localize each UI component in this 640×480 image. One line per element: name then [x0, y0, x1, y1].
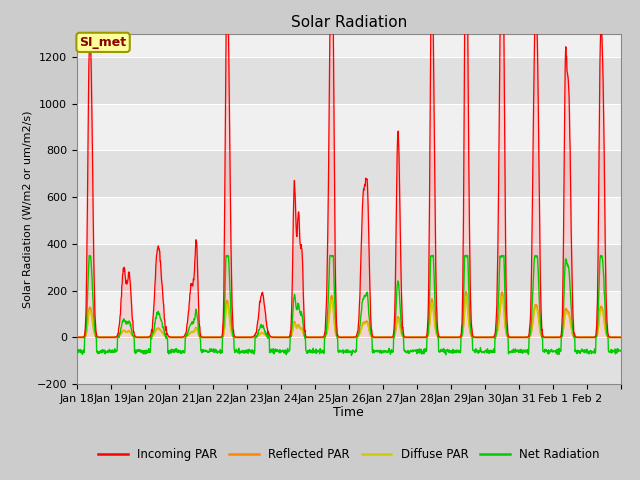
- Legend: Incoming PAR, Reflected PAR, Diffuse PAR, Net Radiation: Incoming PAR, Reflected PAR, Diffuse PAR…: [93, 443, 604, 466]
- Bar: [77, 57, 621, 104]
- Y-axis label: Solar Radiation (W/m2 or um/m2/s): Solar Radiation (W/m2 or um/m2/s): [22, 110, 33, 308]
- Bar: [77, 290, 621, 337]
- Title: Solar Radiation: Solar Radiation: [291, 15, 407, 30]
- X-axis label: Time: Time: [333, 407, 364, 420]
- Bar: [77, 150, 621, 197]
- Bar: [77, 244, 621, 290]
- Bar: [77, 104, 621, 150]
- Bar: [77, 197, 621, 244]
- Bar: [77, 337, 621, 384]
- Text: SI_met: SI_met: [79, 36, 127, 49]
